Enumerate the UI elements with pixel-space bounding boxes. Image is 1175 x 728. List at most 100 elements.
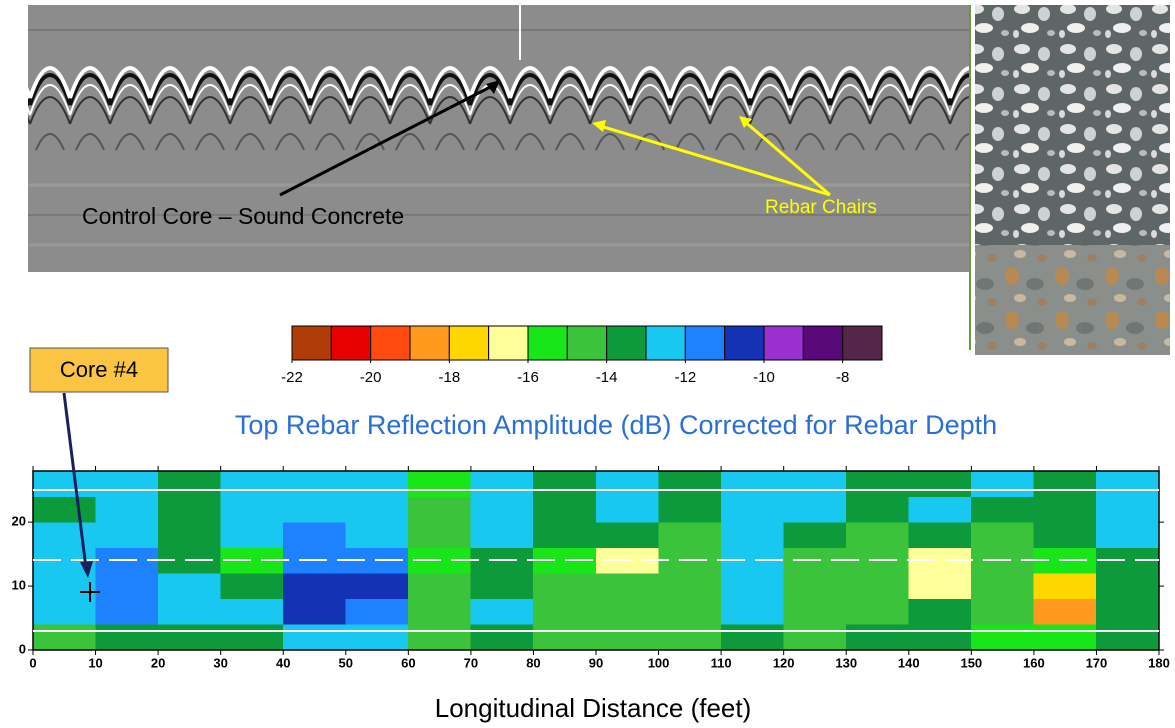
x-tick-label: 100 <box>648 655 670 670</box>
heat-cell <box>845 521 910 548</box>
x-tick-label: 20 <box>151 655 165 670</box>
heat-cell <box>783 470 847 497</box>
heat-cell <box>220 598 284 625</box>
x-tick-label: 10 <box>88 655 102 670</box>
heat-cell <box>783 598 847 625</box>
y-tick-label: 0 <box>19 641 26 656</box>
heat-cell <box>157 573 221 600</box>
heat-cell <box>845 496 910 523</box>
heat-cell <box>345 573 409 600</box>
heat-cell <box>971 496 1035 523</box>
heat-cell <box>845 573 910 600</box>
heat-cell <box>1096 573 1160 600</box>
heat-cell <box>408 521 472 548</box>
heat-cell <box>345 598 409 625</box>
heat-cell <box>533 598 597 625</box>
colorbar-swatch <box>488 325 529 361</box>
heat-cell <box>1096 598 1160 625</box>
heat-cell <box>971 598 1035 625</box>
heat-cell <box>1096 496 1160 523</box>
heat-cell <box>157 470 221 497</box>
heat-cell <box>783 624 847 651</box>
heat-cell <box>408 598 472 625</box>
annotation: Control Core – Sound Concrete <box>82 203 404 229</box>
heat-cell <box>282 573 347 600</box>
heat-cell <box>95 598 159 625</box>
colorbar-swatch <box>330 325 372 361</box>
colorbar-tick-label: -16 <box>517 369 539 386</box>
heat-cell <box>470 573 534 600</box>
arrowhead <box>592 120 606 132</box>
heat-cell <box>157 496 221 523</box>
heat-cell <box>220 624 284 651</box>
heat-cell <box>658 573 722 600</box>
colorbar-swatch <box>291 325 332 361</box>
heat-cell <box>1096 470 1160 497</box>
heat-cell <box>533 624 597 651</box>
heat-cell <box>470 598 534 625</box>
heat-cell <box>220 573 284 600</box>
heat-cell <box>470 496 534 523</box>
heat-cell <box>1096 521 1160 548</box>
heat-cell <box>1033 573 1097 600</box>
heat-cell <box>345 470 409 497</box>
heat-cell <box>157 624 221 651</box>
colorbar-tick-label: -18 <box>438 369 460 386</box>
heat-cell <box>533 496 597 523</box>
heat-cell <box>220 496 284 523</box>
colorbar-tick-label: -14 <box>596 369 618 386</box>
heat-cell <box>720 470 784 497</box>
heat-cell <box>408 573 472 600</box>
heat-cell <box>971 470 1035 497</box>
heat-cell <box>1033 470 1097 497</box>
heat-cell <box>345 624 409 651</box>
heat-cell <box>658 521 722 548</box>
heat-cell <box>345 496 409 523</box>
colorbar-swatch <box>527 325 568 361</box>
overlay <box>33 392 1159 632</box>
colorbar-tick-label: -22 <box>281 369 303 386</box>
y-tick-label: 10 <box>12 578 26 593</box>
x-tick-label: 90 <box>589 655 603 670</box>
colorbar-swatch <box>409 325 450 361</box>
x-tick-label: 110 <box>711 655 732 670</box>
heat-cell <box>908 496 972 523</box>
x-tick-label: 60 <box>401 655 415 670</box>
heat-cell <box>32 470 96 497</box>
heat-cell <box>720 521 784 548</box>
heat-cell <box>32 496 96 523</box>
heat-cell <box>971 624 1035 651</box>
heat-cell <box>282 470 347 497</box>
colorbar-swatch <box>802 325 844 361</box>
colorbar-swatch <box>763 325 804 361</box>
heat-cell <box>157 598 221 625</box>
heat-cell <box>32 598 96 625</box>
heat-cell <box>533 573 597 600</box>
heat-cell <box>658 470 722 497</box>
colorbar-tick-label: -10 <box>753 369 775 386</box>
colorbar-swatch <box>645 325 686 361</box>
x-tick-label: 160 <box>1023 655 1045 670</box>
x-axis-label: Longitudinal Distance (feet) <box>435 693 752 723</box>
core-photo <box>975 5 1170 245</box>
heat-cell <box>470 624 534 651</box>
heat-cell <box>345 521 409 548</box>
heat-cell <box>595 496 659 523</box>
heat-cell <box>783 521 847 548</box>
heat-cell <box>282 598 347 625</box>
heat-cell <box>1096 624 1160 651</box>
heat-cell <box>720 624 784 651</box>
heat-cell <box>95 624 159 651</box>
heat-cell <box>595 624 659 651</box>
colorbar-swatch <box>842 325 883 361</box>
heat-cell <box>95 573 159 600</box>
heat-cell <box>720 598 784 625</box>
heat-cell <box>282 624 347 651</box>
arrowhead <box>486 80 500 94</box>
arrow <box>596 123 831 197</box>
heat-cell <box>157 521 221 548</box>
annotation: Rebar Chairs <box>765 197 877 218</box>
x-tick-label: 120 <box>773 655 795 670</box>
y-tick-label: 20 <box>12 514 26 529</box>
